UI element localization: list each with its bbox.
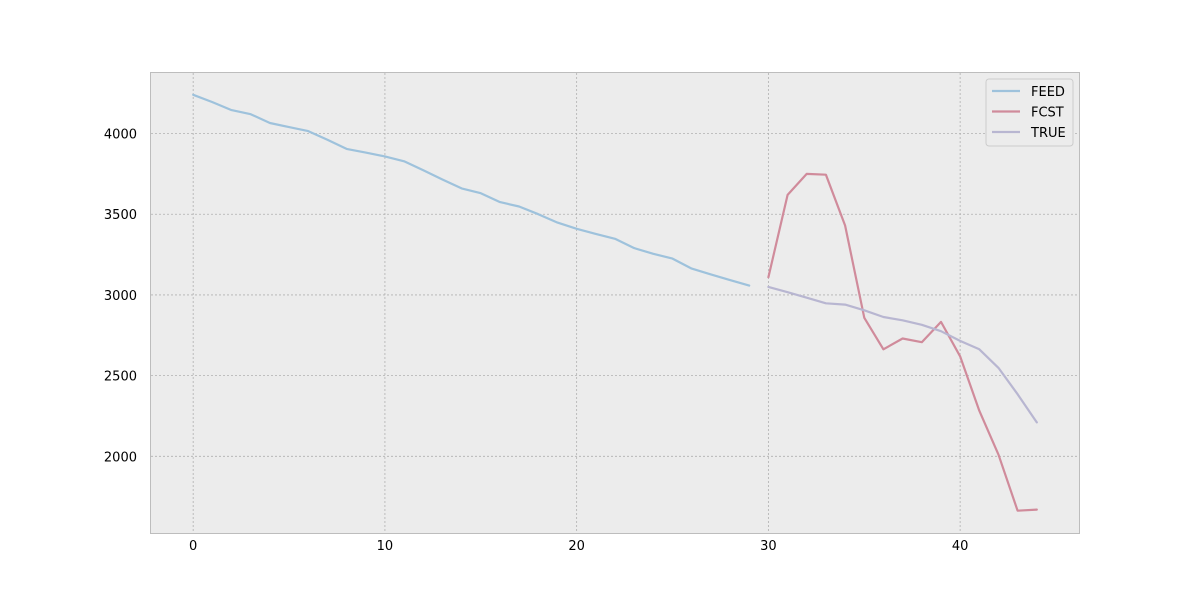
y-tick-label: 3500 <box>104 208 137 223</box>
series-lines <box>192 93 1038 512</box>
y-tick-label: 4000 <box>104 128 137 143</box>
x-tick-label: 10 <box>377 539 394 554</box>
x-tick-label: 20 <box>568 539 585 554</box>
x-axis-ticks: 0 10 20 30 40 <box>189 539 968 554</box>
series-line-fcst <box>767 172 1038 512</box>
x-tick-label: 0 <box>189 539 197 554</box>
y-tick-label: 2000 <box>104 450 137 465</box>
series-line-true <box>767 285 1038 424</box>
x-tick-label: 30 <box>760 539 777 554</box>
grid-lines <box>151 73 1079 533</box>
legend-box <box>985 78 1074 147</box>
y-tick-label: 2500 <box>104 370 137 385</box>
y-tick-label: 3000 <box>104 289 137 304</box>
plot-area <box>150 72 1080 534</box>
legend-label-true: TRUE <box>1030 126 1066 141</box>
y-axis-ticks: 2000 2500 3000 3500 4000 <box>104 128 137 466</box>
legend: FEED FCST TRUE <box>985 78 1074 147</box>
series-line-feed <box>192 93 751 287</box>
x-tick-label: 40 <box>952 539 969 554</box>
legend-label-feed: FEED <box>1031 85 1065 100</box>
legend-label-fcst: FCST <box>1031 106 1064 121</box>
